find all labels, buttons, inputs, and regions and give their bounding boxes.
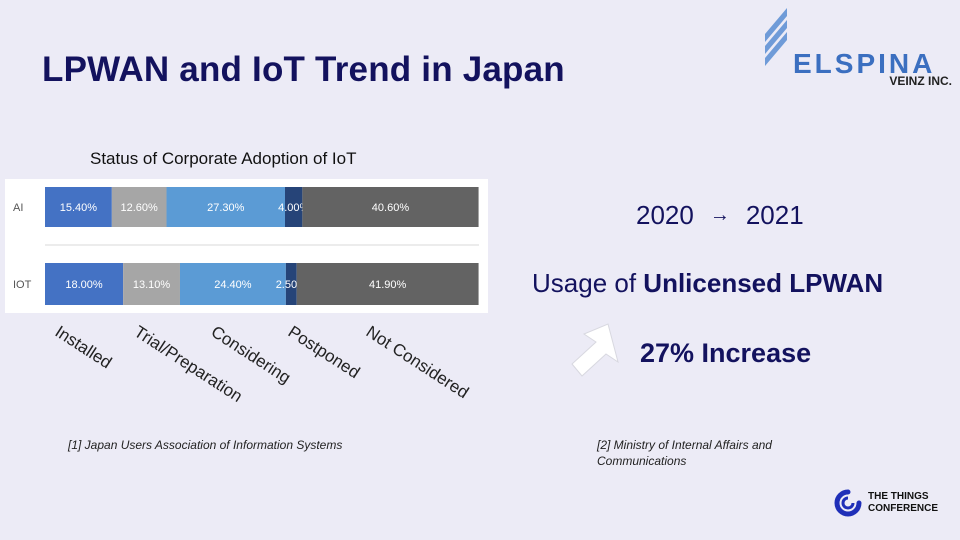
source-right: [2] Ministry of Internal Affairs and Com… (597, 437, 837, 469)
legend-item: Postponed (284, 322, 363, 383)
category-label: IOT (13, 279, 32, 291)
data-label: 41.90% (369, 279, 407, 291)
year-to: 2021 (746, 200, 804, 230)
data-label: 13.10% (133, 279, 171, 291)
data-label: 18.00% (65, 279, 103, 291)
chart-title: Status of Corporate Adoption of IoT (90, 149, 357, 169)
data-label: 12.60% (121, 202, 159, 214)
stacked-bar-chart: AI 15.40% 12.60% 27.30% 4.00% 40.60%IOT 18.00%… (5, 179, 488, 313)
data-label: 27.30% (207, 202, 245, 214)
data-label: 15.40% (60, 202, 98, 214)
things-conference-text: THE THINGS CONFERENCE (868, 491, 938, 515)
data-label: 24.40% (214, 279, 252, 291)
ttc-line1: THE THINGS (868, 491, 938, 503)
increase-stat: 27% Increase (640, 338, 811, 369)
ttc-line2: CONFERENCE (868, 503, 938, 515)
usage-line: Usage of Unlicensed LPWAN (532, 268, 883, 299)
usage-highlight: Unlicensed LPWAN (643, 268, 883, 298)
page-title: LPWAN and IoT Trend in Japan (42, 50, 565, 90)
legend-item: Installed (51, 322, 115, 373)
category-label: AI (13, 202, 23, 214)
usage-prefix: Usage of (532, 268, 643, 298)
data-label: 40.60% (372, 202, 410, 214)
source-left: [1] Japan Users Association of Informati… (68, 437, 358, 453)
right-arrow-icon: → (710, 204, 730, 226)
up-arrow-icon (568, 322, 620, 378)
legend-item: Not Considered (362, 322, 472, 403)
chart-panel: AI 15.40% 12.60% 27.30% 4.00% 40.60% IOT 18.00%… (5, 179, 488, 313)
elspina-logo: ELSPINA VEINZ INC. (763, 8, 958, 92)
year-range: 2020 → 2021 (636, 200, 804, 231)
things-conference-logo-icon (834, 489, 862, 517)
year-from: 2020 (636, 200, 694, 230)
logo-subtitle: VEINZ INC. (889, 74, 952, 88)
things-conference-logo: THE THINGS CONFERENCE (834, 489, 954, 519)
